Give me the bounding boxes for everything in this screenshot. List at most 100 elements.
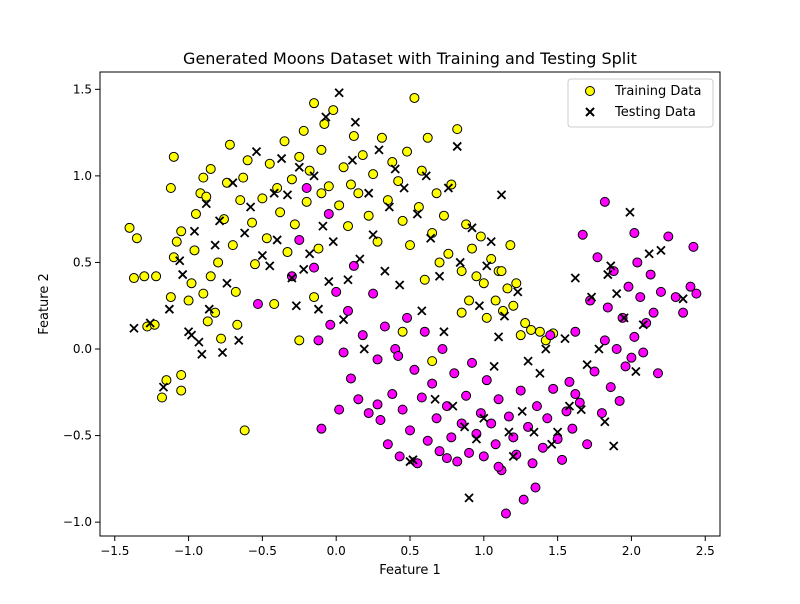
- training-point-class0: [189, 245, 200, 256]
- testing-point: [586, 292, 597, 302]
- training-point-class0: [316, 144, 327, 155]
- testing-point: [228, 178, 238, 188]
- training-point-class1: [570, 389, 581, 400]
- training-point-class1: [393, 350, 404, 361]
- x-tick-label: 0.5: [400, 544, 419, 558]
- training-point-class0: [348, 131, 359, 142]
- testing-point: [619, 313, 629, 323]
- training-point-class1: [464, 447, 475, 458]
- training-point-class0: [205, 271, 216, 282]
- training-point-class1: [467, 357, 477, 368]
- training-point-class1: [548, 383, 559, 394]
- training-point-class0: [124, 222, 135, 233]
- testing-point: [612, 288, 622, 299]
- testing-point: [535, 368, 545, 378]
- testing-point: [282, 190, 293, 200]
- training-point-class1: [493, 394, 504, 405]
- testing-point: [304, 249, 315, 259]
- training-point-class0: [511, 278, 522, 289]
- training-point-class0: [502, 283, 513, 294]
- training-point-class1: [577, 229, 588, 240]
- training-point-class1: [441, 401, 452, 412]
- training-point-class0: [286, 174, 297, 185]
- training-point-class1: [515, 385, 526, 396]
- training-point-class1: [542, 413, 553, 424]
- training-point-class0: [464, 295, 475, 306]
- training-point-class0: [434, 257, 445, 268]
- training-point-class0: [413, 202, 424, 213]
- training-point-class0: [534, 326, 545, 337]
- data-points: [124, 88, 702, 519]
- training-point-class1: [452, 456, 463, 467]
- training-point-class1: [623, 281, 634, 292]
- testing-point: [644, 249, 654, 259]
- testing-point: [493, 332, 504, 342]
- training-point-class0: [289, 219, 300, 230]
- testing-point: [240, 228, 250, 238]
- training-point-class1: [481, 375, 492, 386]
- training-point-class0: [427, 356, 438, 367]
- testing-point: [380, 266, 390, 276]
- testing-point: [439, 327, 449, 337]
- training-point-class0: [467, 243, 477, 254]
- training-point-class0: [213, 257, 224, 268]
- training-point-class0: [475, 231, 486, 242]
- training-point-class1: [441, 453, 452, 464]
- training-point-class1: [574, 397, 585, 408]
- testing-point: [194, 337, 204, 347]
- training-point-class0: [282, 247, 293, 258]
- training-point-class0: [422, 132, 433, 143]
- testing-point: [245, 202, 256, 212]
- testing-point: [594, 344, 604, 354]
- training-point-class1: [368, 288, 379, 299]
- training-point-class1: [626, 352, 637, 363]
- training-point-class0: [235, 195, 246, 206]
- testing-point: [430, 394, 440, 404]
- training-point-class1: [343, 305, 353, 316]
- training-point-class1: [382, 439, 393, 450]
- testing-point: [265, 261, 275, 271]
- training-point-class1: [599, 335, 610, 346]
- training-point-class1: [537, 442, 548, 453]
- legend-training-label: Training Data: [614, 84, 701, 99]
- training-point-class0: [176, 385, 187, 396]
- training-point-class0: [456, 266, 467, 277]
- training-point-class0: [216, 333, 227, 344]
- training-point-class0: [397, 215, 408, 226]
- training-point-class1: [596, 408, 607, 419]
- training-point-class0: [294, 151, 305, 162]
- testing-point: [609, 441, 619, 451]
- training-point-class1: [503, 411, 514, 422]
- training-point-class0: [269, 299, 280, 309]
- training-point-class0: [343, 221, 353, 232]
- training-point-class1: [518, 494, 529, 505]
- testing-point: [359, 344, 369, 354]
- training-point-class0: [171, 236, 182, 247]
- training-point-class1: [313, 335, 324, 346]
- training-point-class1: [589, 366, 600, 377]
- training-point-class0: [309, 292, 320, 303]
- training-point-class1: [416, 392, 427, 403]
- training-point-class0: [176, 226, 187, 237]
- testing-point: [318, 221, 328, 231]
- x-tick-label: 2.5: [696, 544, 715, 558]
- testing-point: [276, 153, 287, 164]
- training-point-class1: [325, 319, 336, 330]
- training-point-class0: [481, 312, 492, 323]
- training-point-class0: [443, 248, 454, 259]
- training-point-class1: [602, 302, 613, 313]
- training-point-class0: [202, 316, 213, 327]
- training-point-class1: [338, 347, 349, 358]
- training-point-class1: [500, 508, 511, 519]
- testing-point: [234, 335, 244, 345]
- training-point-class0: [363, 210, 374, 221]
- training-point-class0: [353, 188, 364, 199]
- training-point-class1: [345, 373, 356, 384]
- testing-point: [508, 451, 518, 461]
- training-point-class0: [376, 132, 387, 143]
- training-point-class1: [294, 234, 305, 245]
- training-point-class1: [461, 390, 472, 401]
- testing-point: [443, 183, 454, 193]
- training-point-class0: [357, 150, 368, 161]
